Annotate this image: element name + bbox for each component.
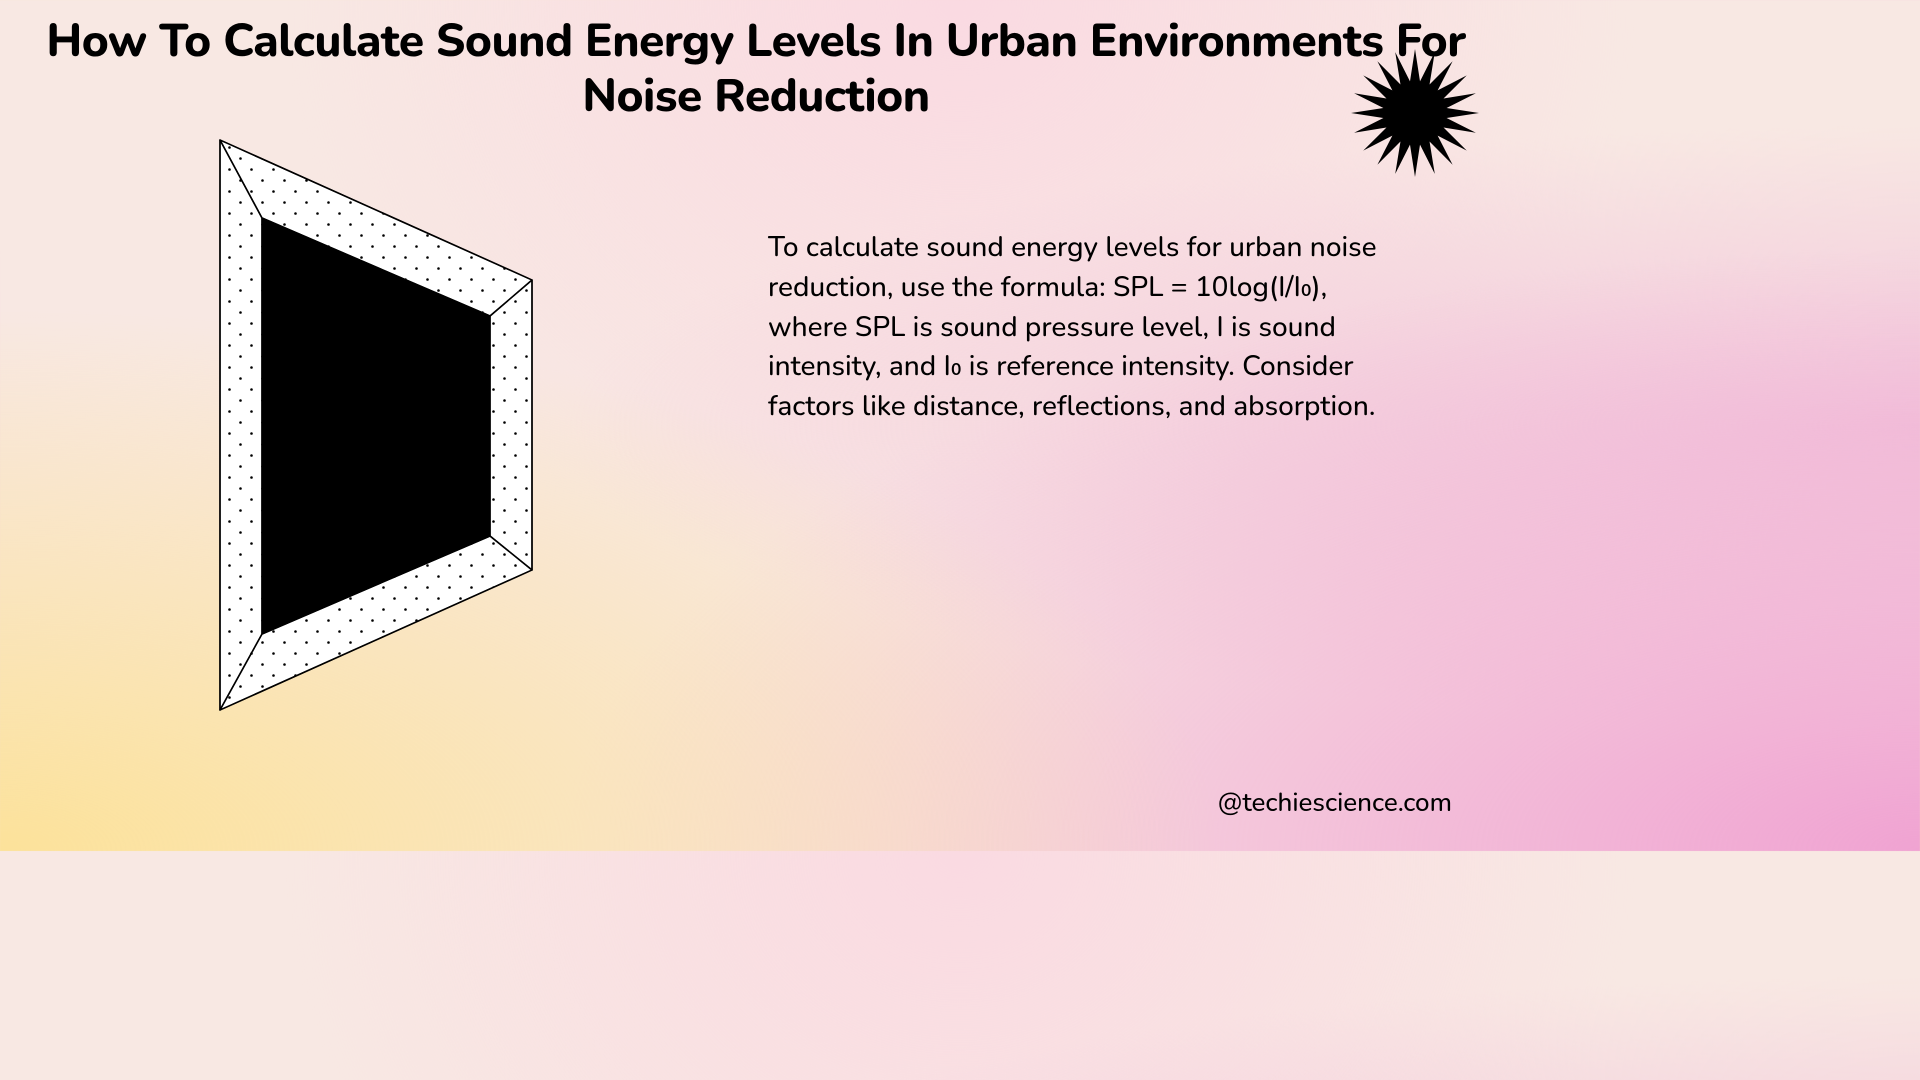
body-text: To calculate sound energy levels for urb… <box>768 228 1408 427</box>
starburst-decoration <box>1350 48 1480 178</box>
page-title: How To Calculate Sound Energy Levels In … <box>0 14 1512 124</box>
attribution-text: @techiescience.com <box>1218 786 1452 821</box>
frame-illustration <box>180 120 540 730</box>
